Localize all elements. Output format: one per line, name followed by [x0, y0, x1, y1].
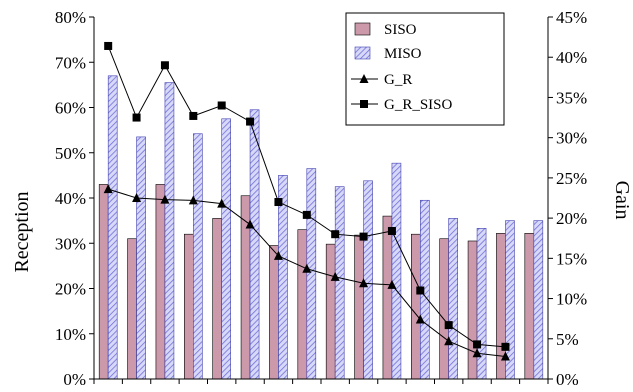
- marker-triangle: [188, 195, 198, 205]
- bar-miso: [136, 136, 146, 380]
- y-tick-label-right: 40%: [556, 48, 587, 67]
- bar-siso: [524, 232, 535, 380]
- bar-siso: [467, 240, 478, 380]
- bar-miso: [193, 133, 203, 380]
- marker-triangle: [330, 271, 340, 281]
- bar-miso: [448, 218, 458, 380]
- legend-label: MISO: [384, 46, 422, 62]
- y-tick-label-right: 0%: [556, 370, 579, 389]
- marker-triangle: [387, 279, 397, 289]
- y-tick-label-left: 60%: [55, 99, 86, 118]
- y-tick-label-left: 0%: [63, 370, 86, 389]
- y-tick-label-left: 50%: [55, 144, 86, 163]
- bar-miso: [363, 180, 373, 380]
- marker-square: [302, 210, 311, 219]
- marker-square: [501, 342, 510, 351]
- marker-square: [189, 111, 198, 120]
- marker-triangle: [444, 336, 454, 346]
- marker-square: [416, 286, 425, 295]
- marker-triangle: [103, 184, 113, 194]
- y-tick-label-left: 40%: [55, 189, 86, 208]
- y-tick-label-left: 30%: [55, 234, 86, 253]
- marker-triangle: [273, 250, 283, 260]
- bar-siso: [269, 245, 279, 380]
- marker-square: [246, 117, 255, 126]
- marker-square: [132, 113, 141, 122]
- marker-square: [359, 232, 368, 241]
- marker-square: [217, 101, 226, 110]
- bar-miso: [391, 162, 402, 380]
- bar-miso: [249, 109, 260, 380]
- bars-layer: [98, 75, 544, 380]
- bar-miso: [107, 75, 118, 380]
- legend: SISO MISO G_R G_R_SISO: [345, 12, 505, 126]
- bar-siso: [212, 218, 222, 380]
- marker-square: [387, 226, 396, 235]
- bar-miso: [334, 186, 345, 380]
- bar-siso: [155, 184, 166, 380]
- bar-siso: [127, 238, 137, 380]
- bar-siso: [439, 238, 449, 380]
- bar-siso: [184, 233, 194, 380]
- legend-marker-square: [360, 100, 368, 108]
- y-tick-label-right: 45%: [556, 8, 587, 27]
- marker-square: [104, 41, 113, 50]
- y-tick-label-right: 5%: [556, 330, 579, 349]
- bar-siso: [354, 234, 364, 380]
- marker-triangle: [500, 351, 510, 361]
- marker-square: [473, 340, 482, 349]
- legend-swatch-siso: [354, 22, 371, 36]
- marker-triangle: [245, 219, 255, 229]
- marker-triangle: [415, 314, 425, 324]
- bar-siso: [297, 229, 308, 380]
- legend-box: [345, 12, 505, 126]
- y-tick-label-left: 10%: [55, 325, 86, 344]
- legend-marker-triangle: [359, 74, 369, 83]
- y-tick-label-right: 25%: [556, 169, 587, 188]
- marker-triangle: [472, 348, 482, 358]
- bar-miso: [221, 118, 231, 380]
- y-tick-label-right: 15%: [556, 249, 587, 268]
- marker-square: [274, 198, 283, 207]
- marker-triangle: [160, 194, 170, 204]
- bar-miso: [533, 220, 544, 380]
- y-tick-label-right: 35%: [556, 88, 587, 107]
- bar-miso: [164, 82, 175, 380]
- marker-triangle: [132, 193, 142, 202]
- y-tick-label-right: 10%: [556, 290, 587, 309]
- legend-label: G_R_SISO: [384, 97, 453, 113]
- y-tick-label-left: 80%: [55, 8, 86, 27]
- marker-square: [444, 321, 453, 330]
- legend-label: SISO: [384, 22, 417, 38]
- y-tick-label-left: 20%: [55, 280, 86, 299]
- lines-layer: [103, 41, 510, 361]
- y-tick-label-left: 70%: [55, 53, 86, 72]
- legend-label: G_R: [384, 72, 412, 88]
- marker-square: [331, 230, 340, 239]
- y-axis-title-right: Gain: [611, 181, 633, 220]
- bar-siso: [382, 215, 393, 380]
- bar-siso: [98, 184, 109, 380]
- marker-triangle: [217, 198, 227, 208]
- tick-labels-layer: 0% 10% 20% 30% 40% 50% 60% 70% 80% 0% 5% 10% 15% 20% 2…: [55, 8, 587, 389]
- y-tick-label-right: 20%: [556, 209, 587, 228]
- marker-square: [160, 61, 169, 70]
- legend-swatch-miso: [354, 46, 371, 60]
- axes-layer: [89, 16, 553, 384]
- marker-triangle: [359, 278, 369, 288]
- marker-triangle: [302, 263, 312, 273]
- bar-siso: [325, 243, 336, 380]
- bar-miso: [306, 168, 317, 380]
- y-axis-title-left: Reception: [11, 191, 33, 272]
- y-tick-label-right: 30%: [556, 129, 587, 148]
- bar-siso: [411, 233, 421, 380]
